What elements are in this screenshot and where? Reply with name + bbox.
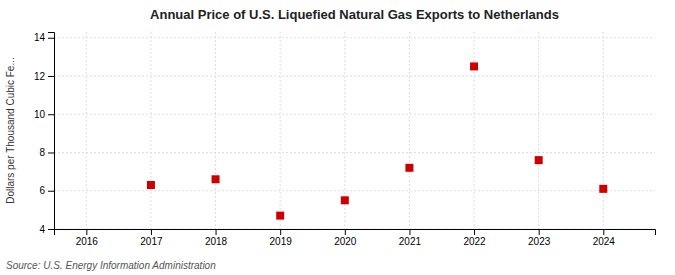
- y-tick: 14: [34, 32, 54, 43]
- point: [276, 212, 284, 220]
- x-grid-line: [409, 32, 410, 229]
- point: [405, 164, 413, 172]
- x-tick-mark: [216, 229, 217, 235]
- x-tick-label: 2018: [205, 236, 228, 247]
- grid: [54, 32, 655, 229]
- point: [212, 175, 220, 183]
- y-tick-mark: [48, 114, 54, 115]
- x-grid-line: [215, 32, 216, 229]
- x-grid-line: [280, 32, 281, 229]
- x-tick-mark: [345, 229, 346, 235]
- title: Annual Price of U.S. Liquefied Natural G…: [150, 7, 559, 22]
- x-tick: 2023: [528, 229, 551, 247]
- point: [599, 185, 607, 193]
- y-grid-line: [54, 152, 655, 153]
- x-tick-mark: [603, 229, 604, 235]
- x-tick-label: 2020: [334, 236, 357, 247]
- chart-container: 2016 2017 2018 2019 2020 2021 2022 2023 2024 4 6 8 1…: [0, 0, 675, 275]
- point: [147, 181, 155, 189]
- y-tick-mark: [48, 38, 54, 39]
- y-tick: 8: [39, 147, 54, 158]
- x-tick-label: 2024: [593, 236, 616, 247]
- x-tick: 2024: [593, 229, 616, 247]
- y-tick: 12: [34, 71, 54, 82]
- x-tick-mark: [86, 229, 87, 235]
- point: [341, 196, 349, 204]
- y-axis-line: [48, 33, 55, 230]
- x-grid-line: [538, 32, 539, 229]
- x-tick: 2018: [205, 229, 228, 247]
- y-tick-label: 12: [34, 71, 46, 82]
- x-tick-mark: [151, 229, 152, 235]
- x-axis-line: [55, 230, 656, 236]
- y-axis: 4 6 8 10 12 14: [34, 32, 55, 234]
- x-tick: 2019: [270, 229, 293, 247]
- points: [147, 62, 607, 219]
- x-tick-label: 2022: [463, 236, 486, 247]
- x-grid-line: [603, 32, 604, 229]
- y-tick-mark: [48, 152, 54, 153]
- y-tick: 6: [39, 185, 54, 196]
- x-tick-mark: [474, 229, 475, 235]
- x-grid-line: [150, 32, 151, 229]
- x-tick-label: 2021: [399, 236, 422, 247]
- x-tick: 2021: [399, 229, 422, 247]
- x-tick: 2020: [334, 229, 357, 247]
- x-tick-mark: [280, 229, 281, 235]
- y-tick-label: 14: [34, 32, 46, 43]
- point: [470, 62, 478, 70]
- x-tick-label: 2019: [270, 236, 293, 247]
- y-tick-mark: [48, 229, 54, 230]
- x-tick-label: 2023: [528, 236, 551, 247]
- y-tick: 4: [39, 224, 54, 235]
- y-tick-mark: [48, 191, 54, 192]
- y-axis-label: Dollars per Thousand Cubic Fe...: [5, 57, 16, 204]
- y-grid-line: [54, 114, 655, 115]
- x-grid-line: [474, 32, 475, 229]
- x-tick-mark: [409, 229, 410, 235]
- x-tick: 2017: [140, 229, 163, 247]
- y-grid-line: [54, 190, 655, 191]
- y-tick-label: 4: [39, 224, 45, 235]
- x-tick: 2022: [463, 229, 486, 247]
- source-note: Source: U.S. Energy Information Administ…: [6, 260, 216, 271]
- y-tick-mark: [48, 76, 54, 77]
- x-tick: 2016: [76, 229, 99, 247]
- y-tick-label: 10: [34, 109, 46, 120]
- y-grid-line: [54, 75, 655, 76]
- point: [535, 156, 543, 164]
- y-grid-line: [54, 37, 655, 38]
- y-tick-label: 6: [39, 185, 45, 196]
- x-tick-label: 2017: [140, 236, 163, 247]
- x-tick-label: 2016: [76, 236, 99, 247]
- x-tick-mark: [539, 229, 540, 235]
- y-tick: 10: [34, 109, 54, 120]
- x-grid-line: [86, 32, 87, 229]
- x-axis: 2016 2017 2018 2019 2020 2021 2022 2023 2024: [55, 229, 656, 247]
- y-tick-label: 8: [39, 147, 45, 158]
- chart-svg: 2016 2017 2018 2019 2020 2021 2022 2023 2024 4 6 8 1…: [0, 0, 675, 275]
